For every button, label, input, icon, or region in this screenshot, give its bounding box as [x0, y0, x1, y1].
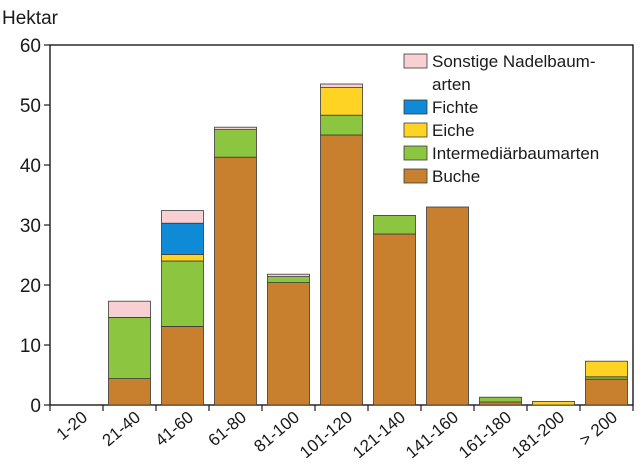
bar-segment — [214, 126, 257, 130]
x-tick-label: 81-100 — [250, 408, 303, 457]
bar-segment — [267, 282, 310, 406]
bar-segment — [161, 253, 204, 262]
bar-segment — [373, 233, 416, 406]
bar-segment — [320, 87, 363, 116]
y-axis: 0 10 20 30 40 50 60 — [20, 36, 50, 417]
bar-segment — [267, 273, 310, 278]
bar-segment — [585, 378, 628, 406]
legend-swatch — [403, 53, 428, 69]
legend-label: Intermediärbaumarten — [432, 144, 599, 163]
legend-swatch — [403, 145, 428, 161]
legend-label: Sonstige Nadelbaum- — [432, 52, 595, 71]
y-tick-label: 20 — [20, 276, 41, 297]
y-tick-label: 30 — [20, 216, 41, 237]
x-tick-label: 1-20 — [53, 408, 91, 444]
y-tick-label: 60 — [20, 36, 41, 57]
bar-segment — [585, 360, 628, 378]
x-tick-label: 161-180 — [455, 408, 515, 463]
bar-segment — [479, 396, 522, 403]
legend: Sonstige Nadelbaum-arten Fichte Eiche Inter… — [403, 52, 599, 186]
bar-segment — [214, 156, 257, 406]
x-tick-label: 61-80 — [205, 408, 251, 451]
x-tick-label: > 200 — [576, 408, 621, 450]
y-tick-label: 40 — [20, 156, 41, 177]
x-axis: 1-20 21-40 41-60 61-80 81-100101-120121-1401… — [49, 405, 634, 463]
bar-segment — [320, 83, 363, 88]
legend-swatch — [403, 99, 428, 115]
legend-swatch — [403, 168, 428, 184]
bar-segment — [373, 214, 416, 235]
y-tick-label: 10 — [20, 336, 41, 357]
bar-segment — [426, 206, 469, 406]
bar-segment — [532, 400, 575, 406]
bar-segment — [161, 325, 204, 406]
x-tick-label: 21-40 — [99, 408, 145, 451]
bar-segment — [479, 401, 522, 406]
x-tick-label: 101-120 — [296, 408, 356, 463]
legend-swatch — [403, 122, 428, 138]
bar-segment — [320, 114, 363, 136]
bar-segment — [108, 378, 151, 406]
x-tick-label: 141-160 — [402, 408, 462, 463]
bars-group — [108, 83, 628, 406]
legend-label: arten — [432, 75, 471, 94]
y-tick-label: 50 — [20, 96, 41, 117]
bar-segment — [108, 300, 151, 318]
bar-segment — [161, 210, 204, 224]
x-tick-label: 41-60 — [152, 408, 198, 451]
legend-label: Fichte — [432, 98, 478, 117]
legend-label: Buche — [432, 167, 480, 186]
bar-segment — [267, 276, 310, 284]
x-tick-label: 121-140 — [349, 408, 409, 463]
legend-label: Eiche — [432, 121, 475, 140]
bar-segment — [161, 260, 204, 327]
y-axis-label: Hektar — [2, 8, 59, 29]
y-tick-label: 0 — [30, 396, 41, 417]
x-tick-label: 181-200 — [508, 408, 568, 463]
bar-segment — [161, 222, 204, 255]
bar-segment — [320, 134, 363, 406]
bar-segment — [214, 129, 257, 158]
bar-segment — [108, 316, 151, 379]
